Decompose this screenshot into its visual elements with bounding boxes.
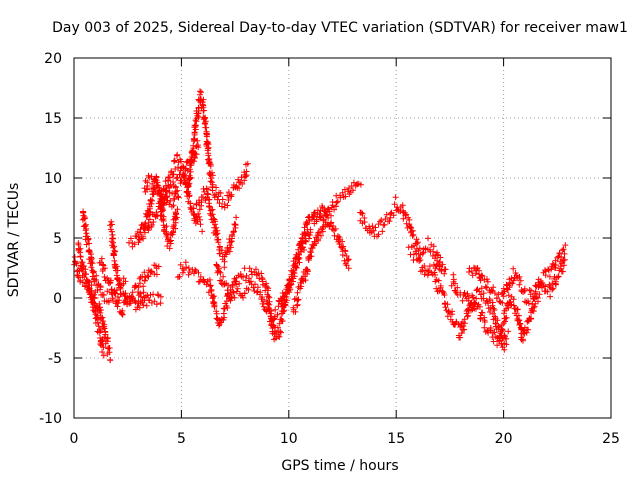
data-points [71,88,569,364]
x-tick-label: 5 [177,431,186,447]
x-tick-label: 15 [387,431,405,447]
y-tick-label: 0 [53,291,62,307]
y-tick-label: 5 [53,231,62,247]
x-tick-label: 10 [280,431,298,447]
x-axis-label: GPS time / hours [281,458,398,474]
x-tick-label: 25 [602,431,620,447]
chart-title: Day 003 of 2025, Sidereal Day-to-day VTE… [52,20,628,36]
y-tick-label: 15 [44,111,62,127]
data-point-markers [71,88,569,364]
y-tick-label: 20 [44,51,62,67]
axis-ticks [73,57,612,419]
grid [74,58,611,418]
y-tick-label: -5 [48,351,62,367]
x-tick-label: 20 [495,431,513,447]
y-tick-label: 10 [44,171,62,187]
x-tick-label: 0 [70,431,79,447]
y-axis-label: SDTVAR / TECUs [6,183,22,298]
y-tick-label: -10 [39,411,62,427]
tick-labels: 0 5 10 15 20 25 -10 -5 0 5 10 15 20 [39,51,620,447]
